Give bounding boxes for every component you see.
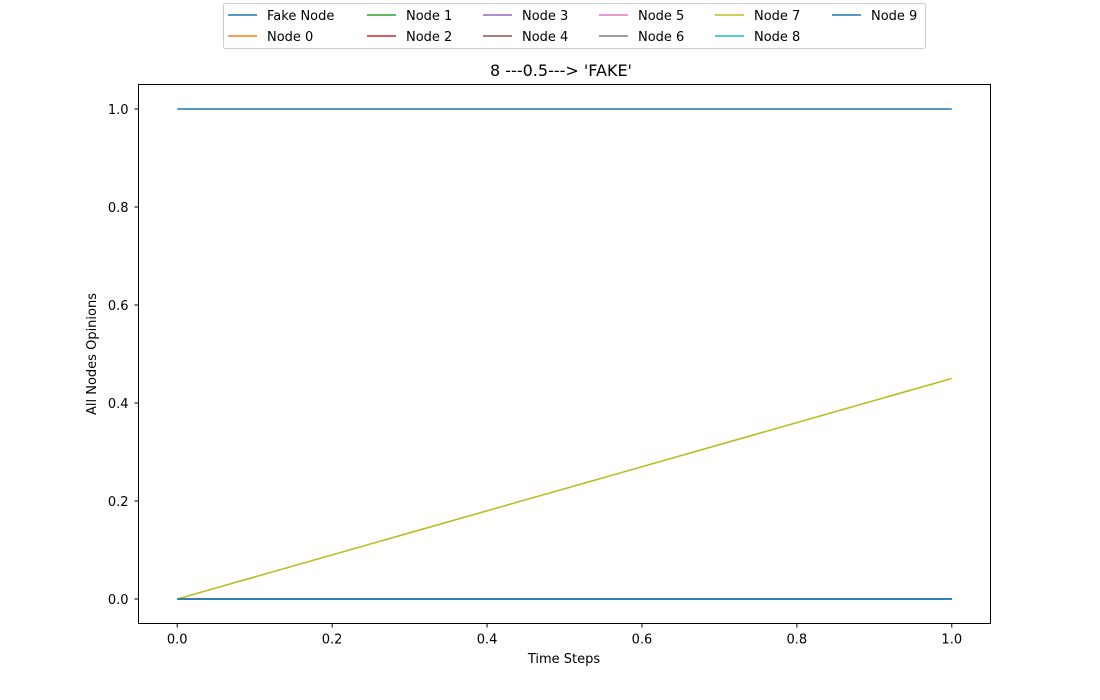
legend-item-5: Node 4: [483, 30, 568, 45]
legend-label: Node 8: [754, 30, 800, 45]
legend-label: Node 2: [406, 30, 452, 45]
legend-label: Node 5: [638, 9, 684, 24]
y-tick-label: 0.6: [108, 299, 129, 314]
plot-frame: [138, 84, 991, 624]
legend-label: Fake Node: [267, 9, 334, 24]
y-tick-label: 0.0: [108, 593, 129, 608]
legend-item-8: Node 7: [715, 9, 800, 24]
legend-label: Node 9: [871, 9, 917, 24]
x-tick-label: 0.4: [477, 633, 498, 648]
legend-label: Node 3: [522, 9, 568, 24]
legend-item-1: Node 0: [228, 30, 313, 45]
legend-item-10: Node 9: [832, 9, 917, 24]
legend-item-2: Node 1: [367, 9, 452, 24]
y-tick-label: 1.0: [108, 103, 129, 118]
x-axis: 0.0 0.2 0.4 0.6 0.8 1.0: [167, 623, 962, 648]
y-axis: 0.0 0.2 0.4 0.6 0.8 1.0: [108, 103, 139, 608]
x-axis-label: Time Steps: [527, 652, 601, 667]
legend-label: Node 6: [638, 30, 684, 45]
legend-box: [223, 3, 926, 49]
legend-item-0: Fake Node: [228, 9, 334, 24]
y-tick-label: 0.8: [108, 201, 129, 216]
x-tick-label: 0.6: [632, 633, 653, 648]
x-tick-label: 0.2: [322, 633, 343, 648]
legend-item-7: Node 6: [599, 30, 684, 45]
x-tick-label: 1.0: [941, 633, 962, 648]
legend-item-4: Node 3: [483, 9, 568, 24]
y-tick-label: 0.4: [108, 397, 129, 412]
legend-label: Node 0: [267, 30, 313, 45]
legend-item-9: Node 8: [715, 30, 800, 45]
legend-item-6: Node 5: [599, 9, 684, 24]
legend-label: Node 4: [522, 30, 568, 45]
y-axis-label: All Nodes Opinions: [85, 293, 100, 415]
x-tick-label: 0.0: [167, 633, 188, 648]
chart-title: 8 ---0.5---> 'FAKE': [490, 61, 632, 80]
series-layer: [177, 108, 952, 600]
legend-label: Node 1: [406, 9, 452, 24]
legend-item-3: Node 2: [367, 30, 452, 45]
legend: Fake Node Node 0 Node 1 Node 2 Node 3 Node 4 N…: [223, 3, 926, 49]
legend-label: Node 7: [754, 9, 800, 24]
x-tick-label: 0.8: [787, 633, 808, 648]
y-tick-label: 0.2: [108, 495, 129, 510]
series-line-8: [177, 377, 952, 600]
